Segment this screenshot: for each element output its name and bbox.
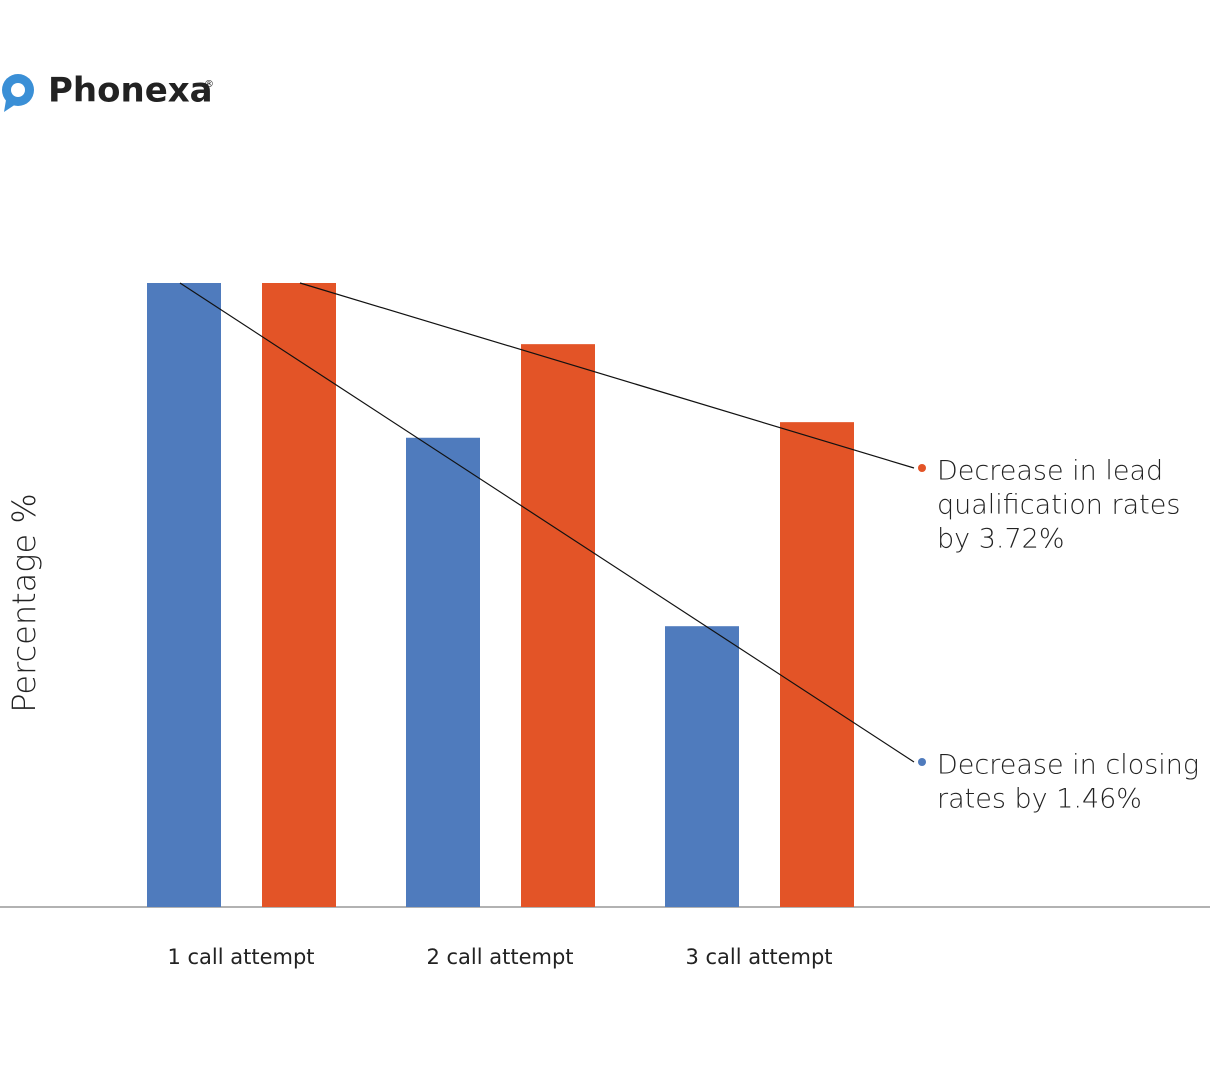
x-tick-label: 3 call attempt — [685, 945, 832, 969]
callout-line — [299, 282, 915, 469]
y-axis-label: Percentage % — [5, 493, 43, 712]
annotation-text: Decrease in lead — [937, 456, 1163, 487]
bar — [780, 422, 854, 907]
logo-mark: ® — [204, 79, 214, 90]
annotation-text: qualification rates — [937, 490, 1180, 521]
callout-line — [179, 282, 915, 763]
bar — [262, 283, 336, 907]
bar — [521, 344, 595, 908]
callout-dot — [918, 758, 926, 766]
annotation-text: Decrease in closing — [937, 750, 1199, 781]
bar — [147, 283, 221, 907]
logo-icon-hole — [11, 83, 25, 97]
bar — [406, 437, 480, 907]
bar — [665, 626, 739, 907]
annotation-text: rates by 1.46% — [937, 784, 1142, 815]
logo: Phonexa ® — [2, 71, 214, 112]
x-tick-label: 2 call attempt — [426, 945, 573, 969]
annotation-text: by 3.72% — [937, 524, 1064, 555]
x-tick-label: 1 call attempt — [167, 945, 314, 969]
callout-dot — [918, 464, 926, 472]
logo-icon-tail — [4, 100, 16, 112]
logo-text: Phonexa — [48, 71, 213, 111]
